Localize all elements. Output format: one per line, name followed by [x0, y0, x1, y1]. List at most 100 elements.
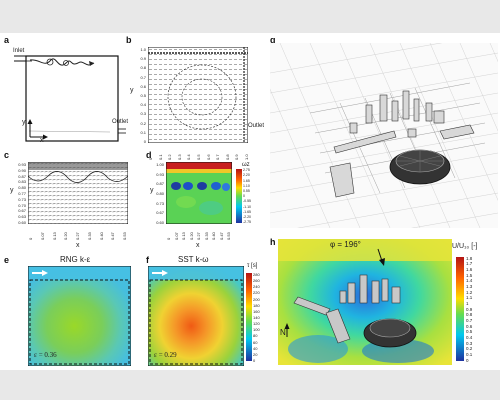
tick-label: 0 [253, 358, 256, 363]
tick-label: 0.5 [466, 329, 473, 335]
tick-label: 1.8 [466, 255, 473, 261]
panel-c-xlabel: x [76, 242, 80, 249]
tick-label: 0.7 [466, 318, 473, 324]
panel-label-c: c [4, 150, 10, 160]
tick-label: 0.1 [140, 129, 146, 135]
tick-label: -1.65 [243, 209, 251, 214]
tick-label: 220 [253, 290, 260, 296]
panel-label-a: a [4, 35, 10, 45]
tick-label: 0.9 [466, 306, 473, 312]
tick-label: -2.20 [243, 215, 251, 220]
panel-g-cfd-mesh [270, 43, 498, 228]
tick-label: 0.93 [156, 171, 164, 177]
tick-label: 260 [253, 278, 260, 284]
tick-label: 0.8 [140, 65, 146, 71]
tick-label: 2.20 [243, 173, 250, 178]
tick-label: 0.6 [205, 154, 211, 160]
panel-e-title: RNG k-ε [60, 255, 91, 264]
tick-label: 0.8 [466, 312, 473, 318]
panel-c-velocity-field [28, 162, 128, 224]
panel-b-velocity-field [148, 47, 248, 143]
tick-label: 1.65 [243, 178, 250, 183]
panel-f-title: SST k-ω [178, 255, 209, 264]
panel-label-f: f [146, 255, 149, 265]
tick-label: 0.60 [156, 220, 164, 225]
tick-label: -1.10 [243, 204, 251, 209]
tick-label: 160 [253, 308, 260, 314]
tick-label: 0.27 [196, 232, 201, 240]
panel-d-colorbar [236, 169, 242, 223]
tick-label: 240 [253, 284, 260, 290]
tick-label: 0 [143, 139, 146, 144]
tick-label: 1.0 [244, 154, 249, 160]
tick-label: 0.33 [203, 232, 209, 240]
tick-label: 0.5 [196, 154, 201, 160]
tick-label: 0.60 [18, 220, 26, 225]
panel-f-epsilon: ε = 0.29 [154, 351, 177, 359]
tick-label: 1.3 [466, 284, 473, 290]
tick-label: 0.13 [51, 232, 57, 240]
tick-label: 0 [28, 237, 33, 240]
tick-label: 0.9 [140, 56, 146, 62]
tick-label: 0.1 [466, 352, 473, 358]
tick-label: 0 [466, 357, 469, 363]
tick-label: 20 [253, 351, 258, 357]
tick-label: 0.53 [226, 232, 231, 240]
tick-label: 40 [253, 345, 258, 351]
axis-y-label-a: y [22, 119, 26, 126]
tick-label: 280 [253, 272, 260, 277]
tick-label: 0.4 [466, 335, 473, 341]
tick-label: 120 [253, 321, 260, 327]
tick-label: 0.6 [466, 323, 473, 329]
axis-x-label-a: x [40, 137, 44, 144]
tick-label: 0.9 [234, 154, 240, 160]
tick-label: 140 [253, 315, 260, 320]
tick-label: 0.1 [157, 154, 163, 160]
panel-label-e: e [4, 255, 10, 265]
panel-label-b: b [126, 35, 132, 45]
north-label: N [280, 328, 286, 337]
tick-label: 0.90 [18, 167, 26, 173]
tick-label: 0.63 [18, 214, 26, 220]
tick-label: 0.07 [173, 232, 179, 240]
tick-label: 0.55 [243, 189, 250, 194]
tick-label: 80 [253, 333, 258, 339]
panel-label-d: d [146, 150, 152, 160]
tick-label: 0.13 [181, 232, 186, 240]
tick-label: 0.4 [140, 102, 146, 108]
tick-label: 0.3 [176, 154, 182, 160]
tick-label: 1.7 [466, 261, 473, 267]
panel-b-ylabel: y [130, 87, 134, 94]
tick-label: 0.3 [140, 111, 146, 117]
tick-label: 0 [243, 194, 245, 199]
tick-label: 1.6 [466, 267, 473, 273]
tick-label: 0.07 [39, 232, 45, 240]
figure: a Inlet Outlet y x b [0, 33, 500, 370]
tick-label: 0.67 [18, 208, 26, 214]
tick-label: 180 [253, 302, 260, 308]
tick-label: 0.5 [140, 93, 146, 98]
tick-label: 0.77 [18, 191, 26, 196]
tick-label: 1.00 [156, 162, 164, 167]
panel-e-epsilon: ε = 0.36 [34, 351, 57, 359]
panel-d-vorticity-field [166, 162, 232, 224]
tick-label: 1.0 [140, 47, 146, 52]
tick-label: 0.8 [224, 154, 230, 160]
tick-label: 0.40 [211, 232, 216, 240]
tick-label: 0.33 [86, 232, 92, 240]
panel-f-colorbar-title: τ [s] [247, 263, 258, 269]
tick-label: 0.3 [466, 340, 473, 346]
tick-label: 0.40 [98, 232, 104, 240]
tick-label: 0 [166, 237, 171, 240]
tick-label: 0.6 [140, 83, 146, 89]
tick-label: 0.67 [156, 210, 164, 216]
tick-label: 1.5 [466, 272, 473, 278]
tick-label: 0.7 [215, 154, 221, 160]
panel-h-wind-direction: φ = 196° [330, 240, 361, 249]
panel-h-wind-field [278, 239, 452, 365]
panel-label-g: g [270, 35, 276, 45]
panel-c-ylabel: y [10, 187, 14, 194]
panel-e-age-field [28, 266, 131, 366]
tick-label: 1 [466, 301, 469, 307]
panel-h-colorbar [456, 257, 464, 361]
